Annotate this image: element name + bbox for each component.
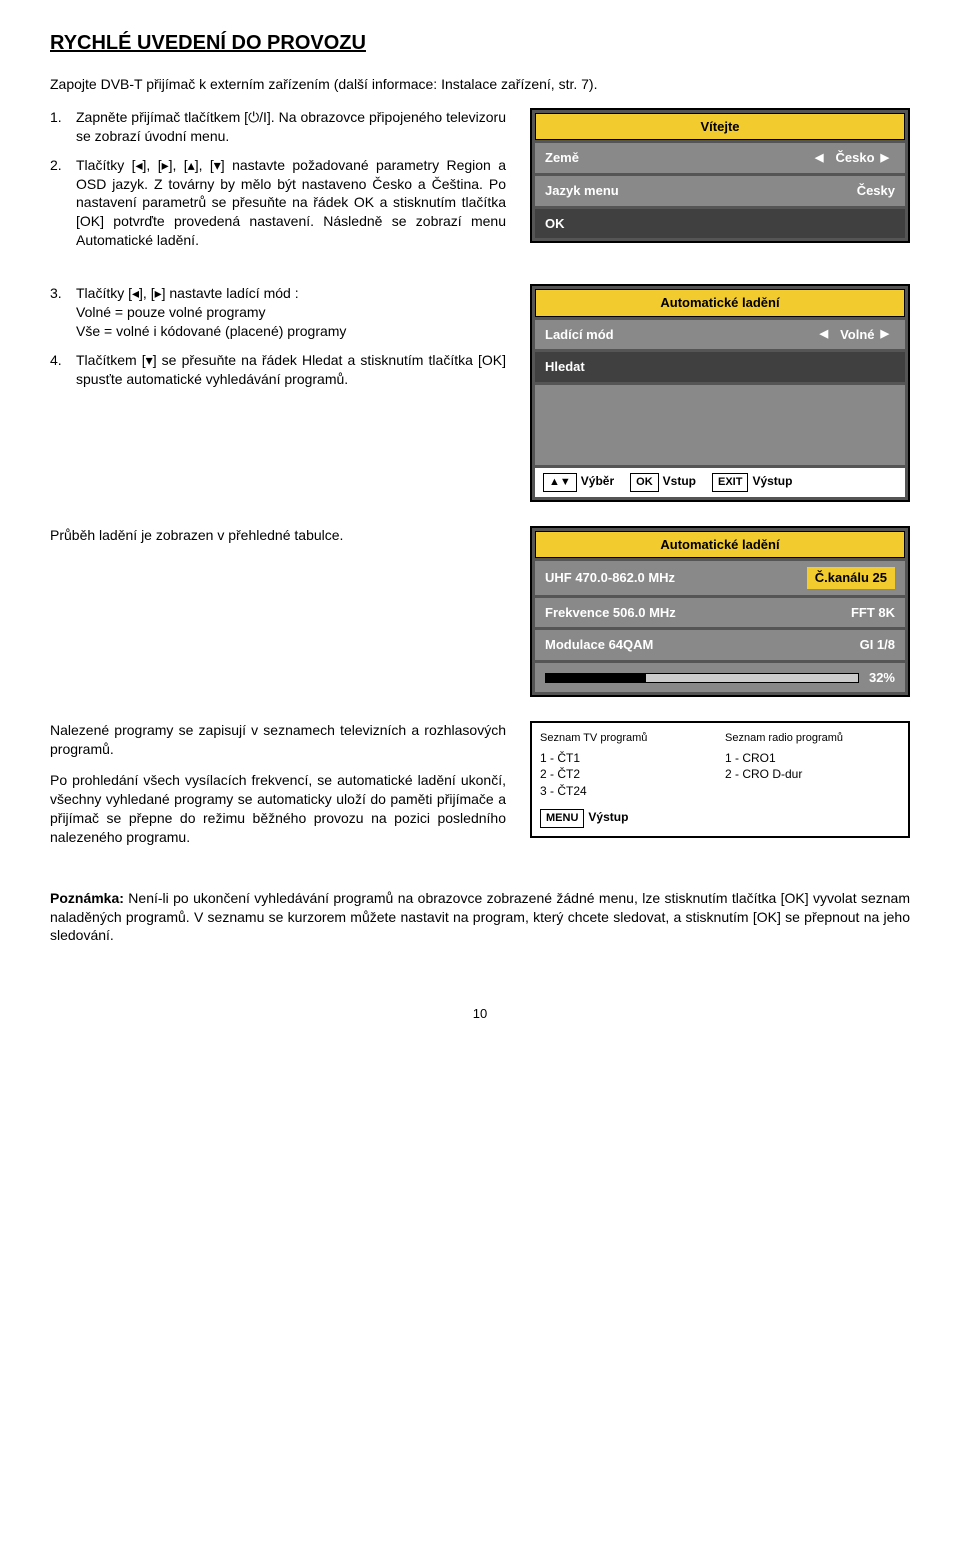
step-number: 3. [50,284,76,341]
note-text: Není-li po ukončení vyhledávání programů… [50,890,910,944]
note-paragraph: Poznámka: Není-li po ukončení vyhledáván… [50,889,910,946]
note-label: Poznámka: [50,890,124,906]
osd-tuning-menu: Automatické ladění Ladící mód ◀ Volné ▶ … [530,284,910,501]
radio-list-item: 1 - CRO1 [725,750,900,766]
tv-list-item: 3 - ČT24 [540,783,715,799]
footer-label: Výběr [581,474,614,488]
page-title: RYCHLÉ UVEDENÍ DO PROVOZU [50,30,910,57]
tv-list-header: Seznam TV programů [540,731,715,746]
row-label: OK [545,215,895,233]
key-updown-icon: ▲▼ [543,473,577,492]
osd-footer: ▲▼ Výběr OK Vstup EXIT Výstup [535,468,905,497]
row-label: Hledat [545,358,895,376]
row-label: Země [545,149,809,167]
osd-title: Automatické ladění [535,531,905,559]
step-sub: Vše = volné i kódované (placené) program… [76,323,346,339]
osd-row-band: UHF 470.0-862.0 MHz Č.kanálu 25 [535,561,905,595]
osd-title: Vítejte [535,113,905,141]
row-label: UHF 470.0-862.0 MHz [545,569,807,587]
osd-row-search: Hledat [535,352,905,382]
osd-row-freq: Frekvence 506.0 MHz FFT 8K [535,598,905,628]
osd-progress-row: 32% [535,663,905,693]
arrow-left-icon: ◀ [814,327,834,342]
progress-percent: 32% [869,669,895,687]
footer-label: Vstup [663,474,696,488]
arrow-left-icon: ◀ [809,151,829,166]
step-text: Zapněte přijímač tlačítkem [⏻/I]. Na obr… [76,108,506,146]
osd-spacer [535,385,905,465]
progress-text: Průběh ladění je zobrazen v přehledné ta… [50,526,506,545]
row-label: Jazyk menu [545,182,851,200]
menu-exit-label: Výstup [588,810,628,824]
found-text: Nalezené programy se zapisují v seznamec… [50,721,506,759]
arrow-right-icon: ▶ [875,327,895,342]
osd-row-country: Země ◀ Česko ▶ [535,143,905,173]
step-text: Tlačítkem [▾] se přesuňte na řádek Hleda… [76,351,506,389]
row-label: Modulace 64QAM [545,636,854,654]
row-label: Frekvence 506.0 MHz [545,604,845,622]
page-number: 10 [50,1005,910,1023]
key-menu-icon: MENU [540,809,584,828]
step-number: 1. [50,108,76,146]
tv-list-item: 2 - ČT2 [540,766,715,782]
row-value: Č.kanálu 25 [807,567,895,589]
osd-row-language: Jazyk menu Česky [535,176,905,206]
key-ok-icon: OK [630,473,659,492]
progress-bar [545,673,859,683]
done-text: Po prohledání všech vysílacích frekvencí… [50,771,506,847]
row-label: Ladící mód [545,326,814,344]
step-sub: Volné = pouze volné programy [76,304,266,320]
osd-title: Automatické ladění [535,289,905,317]
osd-row-ok: OK [535,209,905,239]
osd-row-mode: Ladící mód ◀ Volné ▶ [535,320,905,350]
step-number: 2. [50,156,76,250]
osd-row-mod: Modulace 64QAM GI 1/8 [535,630,905,660]
row-value: Česko [830,149,875,167]
step-number: 4. [50,351,76,389]
radio-list-item: 2 - CRO D-dur [725,766,900,782]
step-text: Tlačítky [◂], [▸], [▴], [▾] nastavte pož… [76,156,506,250]
tv-list-item: 1 - ČT1 [540,750,715,766]
radio-list-header: Seznam radio programů [725,731,900,746]
osd-progress: Automatické ladění UHF 470.0-862.0 MHz Č… [530,526,910,698]
row-value: FFT 8K [845,604,895,622]
intro-text: Zapojte DVB-T přijímač k externím zaříze… [50,75,910,94]
row-value: Česky [851,182,895,200]
progress-fill [546,674,646,682]
key-exit-icon: EXIT [712,473,748,492]
step-text: Tlačítky [◂], [▸] nastavte ladící mód : [76,285,299,301]
footer-label: Výstup [752,474,792,488]
arrow-right-icon: ▶ [875,151,895,166]
osd-welcome: Vítejte Země ◀ Česko ▶ Jazyk menu Česky … [530,108,910,243]
row-value: GI 1/8 [854,636,895,654]
row-value: Volné [834,326,874,344]
osd-found-lists: Seznam TV programů 1 - ČT1 2 - ČT2 3 - Č… [530,721,910,837]
